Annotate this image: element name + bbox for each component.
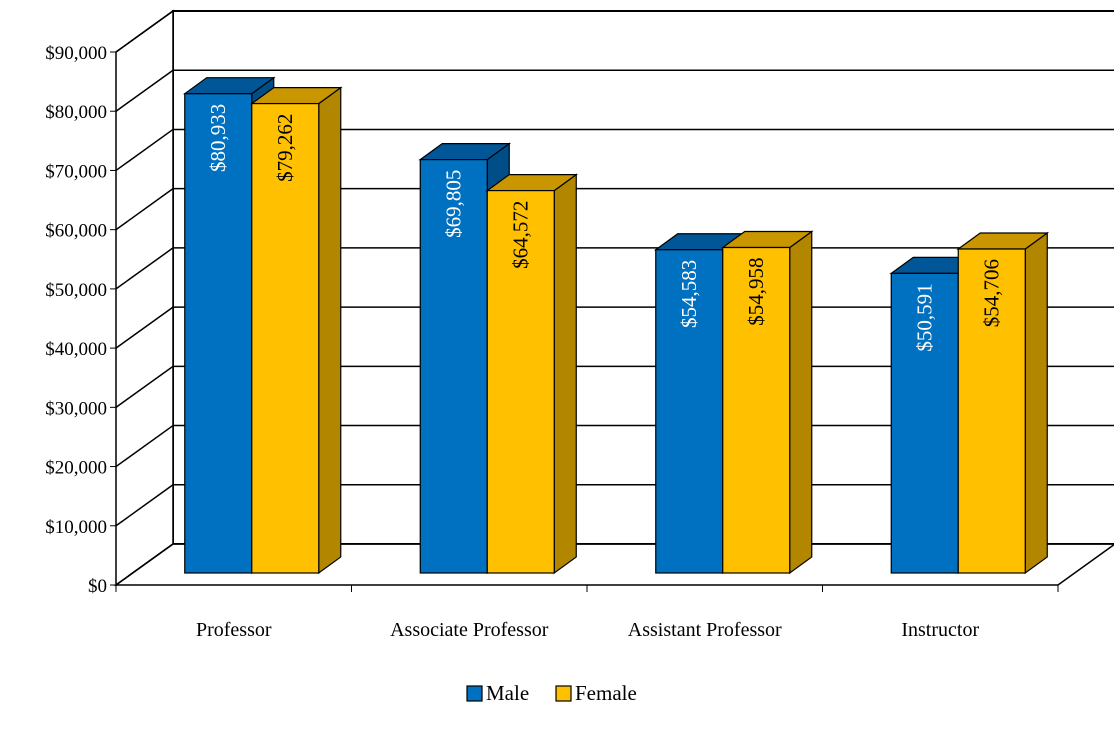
bar-female: $54,706 [956,231,1050,575]
category-label: Instructor [901,619,979,641]
y-tick-label: $20,000 [45,458,107,479]
chart-walls [113,9,1114,587]
data-label: $69,805 [442,170,466,238]
bar-female: $79,262 [249,86,343,575]
bar-side [789,230,813,575]
bar-front [184,93,253,574]
category-label: Assistant Professor [628,619,782,641]
bar-female: $54,958 [720,230,814,575]
data-label: $54,583 [677,260,701,328]
legend: Male Female [466,681,637,705]
bar-female: $64,572 [485,173,579,575]
bar-front [486,189,555,574]
gridline-side [115,543,174,586]
gridline-side [115,306,174,349]
legend-label-female: Female [575,681,637,705]
gridline-side [115,365,174,408]
bar-front [655,249,724,574]
gridline-side [115,10,174,53]
y-tick-label: $50,000 [45,280,107,301]
bar-front [722,246,791,574]
bar-front [957,248,1026,574]
category-label: Associate Professor [390,619,549,641]
y-tick-label: $40,000 [45,339,107,360]
y-tick-label: $10,000 [45,517,107,538]
data-label: $54,958 [744,258,768,326]
category-label: Professor [196,619,272,641]
data-label: $80,933 [206,104,230,172]
y-tick-label: $70,000 [45,161,107,182]
bar-side [1024,231,1048,575]
gridline-side [115,188,174,231]
bars: $80,933 $79,262 $69,805 $64,572 $54,583 $54,9… [182,76,1050,575]
y-tick-label: $0 [88,576,107,597]
gridline-side [115,484,174,527]
x-axis: Professor Associate Professor Assistant Pr… [115,584,1059,641]
data-label: $64,572 [509,201,533,269]
legend-label-male: Male [486,681,529,705]
gridline-side [115,128,174,172]
y-tick-label: $30,000 [45,398,107,419]
data-label: $50,591 [913,283,937,351]
legend-swatch-female [555,685,572,702]
gridline-side [115,69,174,112]
bar-front [419,158,488,574]
bar-front [251,102,320,574]
y-tick-label: $60,000 [45,221,107,242]
legend-swatch-male [466,685,483,702]
bar-side [553,173,577,575]
y-tick-label: $90,000 [45,43,107,64]
gridline-side [115,247,174,290]
gridline-side [115,424,174,468]
data-label: $54,706 [980,259,1004,327]
bar-side [318,86,342,575]
side-wall [115,9,174,587]
y-tick-label: $80,000 [45,102,107,123]
data-label: $79,262 [273,114,297,182]
y-axis-ticks: $0 $10,000 $20,000 $30,000 $40,000 $50,000 $60… [45,43,117,597]
